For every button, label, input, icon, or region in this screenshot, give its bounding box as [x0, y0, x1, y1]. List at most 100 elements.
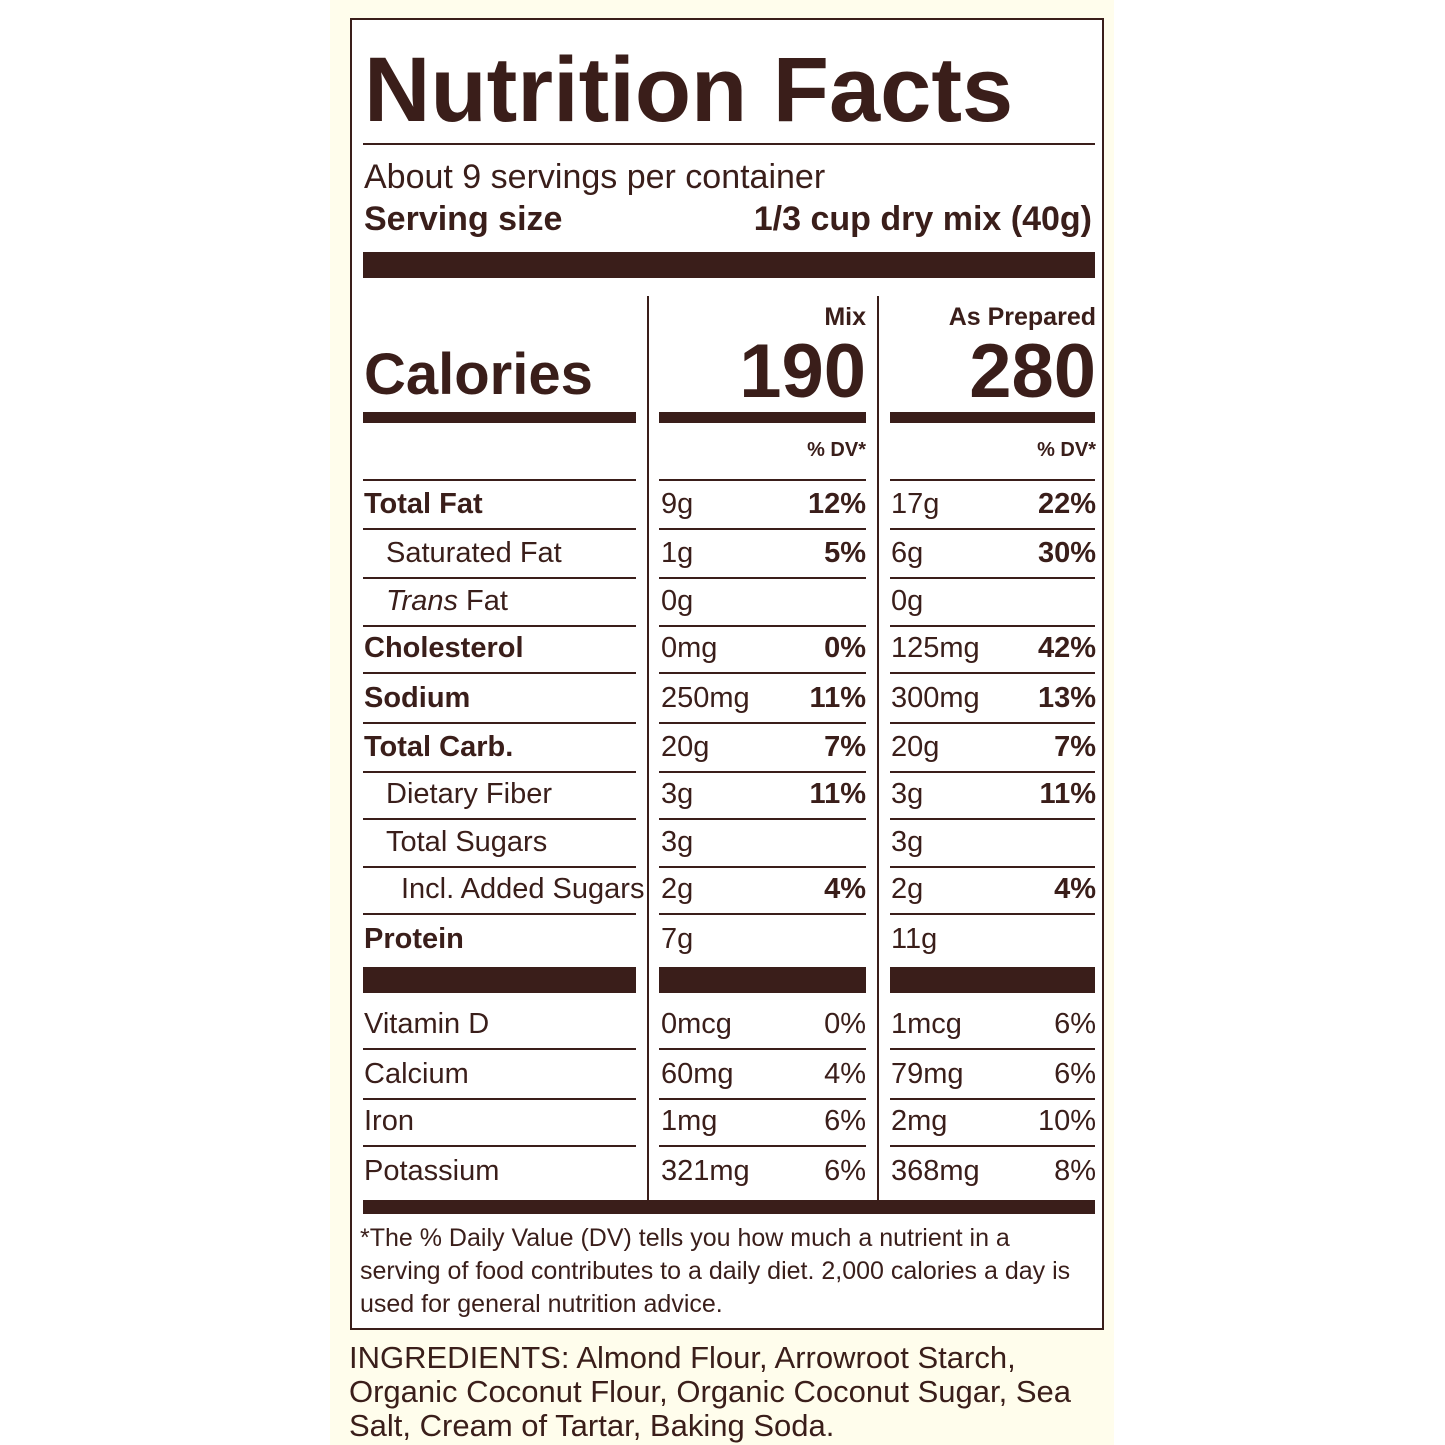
nutrient-mix-dv: 4% [824, 873, 866, 905]
row-divider-label [363, 528, 636, 530]
dv-header-prepared: % DV* [1037, 439, 1096, 461]
vitamin-prepared-dv: 6% [1054, 1058, 1096, 1090]
vitamin-mix-dv: 4% [824, 1058, 866, 1090]
row-divider-prepared [890, 866, 1095, 868]
row-divider-mix [659, 1048, 866, 1050]
nutrient-prepared-dv: 11% [1039, 778, 1096, 810]
vitamin-prepared-dv: 6% [1054, 1008, 1096, 1040]
nutrient-mix-amount: 2g [661, 873, 694, 905]
vitamin-name: Potassium [364, 1155, 500, 1187]
nutrient-mix-amount: 7g [661, 923, 694, 955]
row-divider-label [363, 625, 636, 627]
vitamin-mix-dv: 6% [824, 1155, 866, 1187]
row-divider-mix [659, 818, 866, 820]
nutrient-name: Dietary Fiber [386, 778, 552, 810]
nutrient-name-italic: Trans [386, 585, 458, 617]
row-divider-label [363, 771, 636, 773]
row-divider-mix [659, 577, 866, 579]
nutrient-prepared-dv: 22% [1037, 488, 1096, 520]
nutrient-mix-amount: 20g [661, 731, 710, 763]
nutrient-name: Total Carb. [364, 731, 514, 763]
nutrient-mix-dv: 11% [809, 778, 866, 810]
nutrient-name: Trans Fat [386, 583, 508, 619]
nutrient-mix-dv: 0% [824, 632, 866, 664]
nutrient-prepared-dv: 7% [1054, 731, 1096, 763]
thick-divider-vitamins-label [363, 967, 636, 993]
calories-bar-mix [659, 412, 866, 423]
vitamin-mix-dv: 0% [824, 1008, 866, 1040]
nutrient-name: Protein [364, 923, 464, 955]
calories-bar-label [363, 412, 636, 423]
calories-label: Calories [364, 342, 593, 407]
nutrient-prepared-amount: 3g [891, 778, 924, 810]
row-divider-prepared [890, 771, 1095, 773]
vitamin-name: Iron [364, 1105, 414, 1137]
nutrient-mix-dv: 5% [824, 537, 866, 569]
row-divider-label [363, 722, 636, 724]
nutrient-prepared-amount: 0g [891, 585, 924, 617]
vitamin-name: Calcium [364, 1058, 469, 1090]
vitamin-mix-amount: 60mg [661, 1058, 734, 1090]
row-divider-prepared [890, 818, 1095, 820]
vitamin-prepared-amount: 2mg [891, 1105, 948, 1137]
row-divider-label [363, 1098, 636, 1100]
nutrient-prepared-amount: 3g [891, 826, 924, 858]
nutrient-prepared-amount: 300mg [891, 682, 980, 714]
vitamin-prepared-dv: 10% [1037, 1105, 1096, 1137]
nutrient-name: Total Fat [364, 488, 483, 520]
row-divider-mix [659, 913, 866, 915]
row-divider-label [363, 913, 636, 915]
vitamin-prepared-amount: 79mg [891, 1058, 964, 1090]
column-divider-mix [647, 296, 649, 1200]
row-divider-prepared [890, 913, 1095, 915]
row-divider-prepared [890, 528, 1095, 530]
nutrient-mix-amount: 9g [661, 488, 694, 520]
nutrient-name: Total Sugars [386, 826, 548, 858]
calories-prepared: 280 [969, 329, 1096, 414]
row-divider-mix [659, 722, 866, 724]
row-divider-mix [659, 625, 866, 627]
serving-size-value: 1/3 cup dry mix (40g) [753, 200, 1092, 238]
label-title: Nutrition Facts [364, 39, 1014, 141]
thick-divider-bottom [363, 1200, 1095, 1214]
calories-mix: 190 [739, 329, 866, 414]
column-divider-prepared [877, 296, 879, 1200]
row-divider-mix [659, 672, 866, 674]
nutrient-name: Incl. Added Sugars [401, 873, 645, 905]
thick-divider-top [363, 252, 1095, 278]
row-divider-label [363, 866, 636, 868]
thick-divider-vitamins-prepared [890, 967, 1095, 993]
nutrient-mix-amount: 0mg [661, 632, 718, 664]
row-divider-prepared [890, 479, 1095, 481]
nutrient-name-rest: Fat [457, 585, 508, 617]
vitamin-prepared-amount: 368mg [891, 1155, 980, 1187]
row-divider-prepared [890, 672, 1095, 674]
nutrient-prepared-amount: 2g [891, 873, 924, 905]
row-divider-prepared [890, 722, 1095, 724]
nutrient-prepared-dv: 42% [1037, 632, 1096, 664]
title-divider [363, 143, 1095, 145]
row-divider-label [363, 1048, 636, 1050]
vitamin-mix-amount: 1mg [661, 1105, 718, 1137]
servings-per-container: About 9 servings per container [364, 158, 826, 196]
nutrient-prepared-amount: 20g [891, 731, 940, 763]
row-divider-mix [659, 866, 866, 868]
row-divider-prepared [890, 1048, 1095, 1050]
nutrient-mix-dv: 11% [809, 682, 866, 714]
row-divider-label [363, 672, 636, 674]
row-divider-mix [659, 1098, 866, 1100]
column-heading-prepared: As Prepared [948, 303, 1096, 331]
nutrient-prepared-amount: 6g [891, 537, 924, 569]
serving-size-label: Serving size [364, 200, 563, 238]
row-divider-mix [659, 771, 866, 773]
row-divider-mix [659, 528, 866, 530]
row-divider-prepared [890, 625, 1095, 627]
nutrient-name: Sodium [364, 682, 471, 714]
thick-divider-vitamins-mix [659, 967, 866, 993]
nutrient-prepared-amount: 11g [891, 923, 938, 955]
row-divider-mix [659, 479, 866, 481]
calories-bar-prepared [890, 412, 1095, 423]
dv-header-mix: % DV* [807, 439, 866, 461]
vitamin-name: Vitamin D [364, 1008, 490, 1040]
nutrient-mix-amount: 0g [661, 585, 694, 617]
